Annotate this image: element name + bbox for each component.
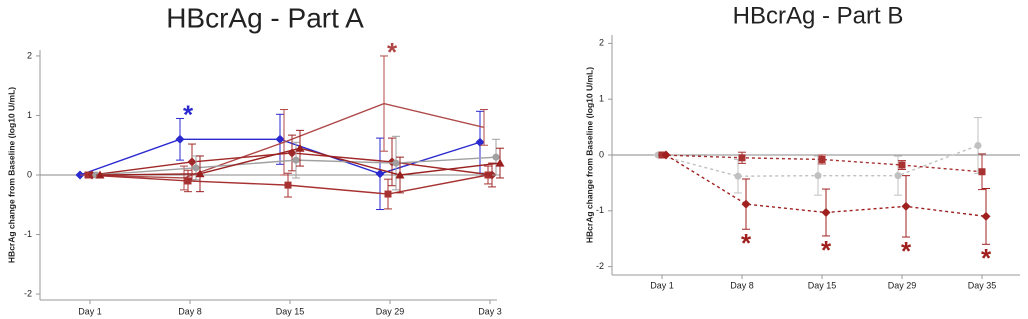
y-tick-label: 0	[27, 169, 32, 179]
y-tick-label: -1	[596, 205, 604, 215]
x-tick-label: Day 1	[650, 280, 674, 290]
y-tick-label: 0	[599, 149, 604, 159]
y-tick-label: 2	[27, 50, 32, 60]
marker	[821, 207, 831, 217]
marker	[974, 142, 982, 150]
marker	[818, 155, 826, 163]
marker	[392, 159, 400, 167]
marker	[492, 153, 500, 161]
marker	[395, 170, 405, 179]
marker	[738, 154, 746, 162]
error-bar	[280, 109, 288, 176]
x-tick-label: Day 15	[276, 306, 305, 316]
marker	[898, 161, 906, 169]
significance-mark: *	[821, 235, 832, 265]
marker	[195, 169, 205, 178]
x-tick-label: Day 8	[178, 306, 202, 316]
marker	[981, 211, 991, 221]
x-tick-label: Day 35	[968, 280, 997, 290]
y-axis-label: HBcrAg change from Baseline (log10 U/mL)	[584, 67, 594, 243]
marker	[192, 164, 200, 172]
marker	[661, 150, 671, 160]
chart-title: HBcrAg - Part A	[166, 2, 364, 33]
marker	[734, 172, 742, 180]
x-tick-label: Day 8	[730, 280, 754, 290]
marker	[295, 143, 305, 152]
chart-title: HBcrAg - Part B	[733, 2, 904, 29]
error-bar	[480, 109, 488, 146]
marker	[384, 190, 392, 198]
marker	[894, 172, 902, 180]
y-axis-label: HBcrAg change from Baseline (log10 U/mL)	[6, 87, 16, 263]
marker	[901, 201, 911, 211]
error-bar	[380, 55, 388, 152]
y-tick-label: 1	[27, 110, 32, 120]
x-tick-label: Day 15	[808, 280, 837, 290]
x-tick-label: Day 29	[376, 306, 405, 316]
y-tick-label: -2	[24, 288, 32, 298]
marker	[475, 137, 485, 147]
significance-mark: *	[981, 243, 992, 273]
marker	[495, 158, 505, 167]
marker	[187, 157, 197, 167]
marker	[95, 170, 105, 179]
marker	[978, 168, 986, 176]
x-tick-label: Day 3	[478, 306, 502, 316]
y-tick-label: 2	[599, 38, 604, 48]
y-tick-label: -1	[24, 229, 32, 239]
chart-panel: HBcrAg - Part A HBcrAg change from Baseli…	[6, 2, 505, 316]
y-tick-label: 1	[599, 94, 604, 104]
marker	[275, 134, 285, 144]
x-tick-label: Day 1	[78, 306, 102, 316]
significance-mark: *	[387, 37, 398, 67]
marker	[375, 169, 385, 179]
chart-panel: HBcrAg - Part B HBcrAg change from Baseli…	[584, 2, 1020, 290]
significance-mark: *	[183, 99, 194, 129]
significance-mark: *	[741, 228, 752, 258]
marker	[814, 172, 822, 180]
marker	[741, 199, 751, 209]
significance-mark: *	[901, 236, 912, 266]
marker	[184, 177, 192, 185]
y-tick-label: -2	[596, 261, 604, 271]
marker	[175, 134, 185, 144]
marker	[292, 156, 300, 164]
x-tick-label: Day 29	[888, 280, 917, 290]
marker	[284, 181, 292, 189]
